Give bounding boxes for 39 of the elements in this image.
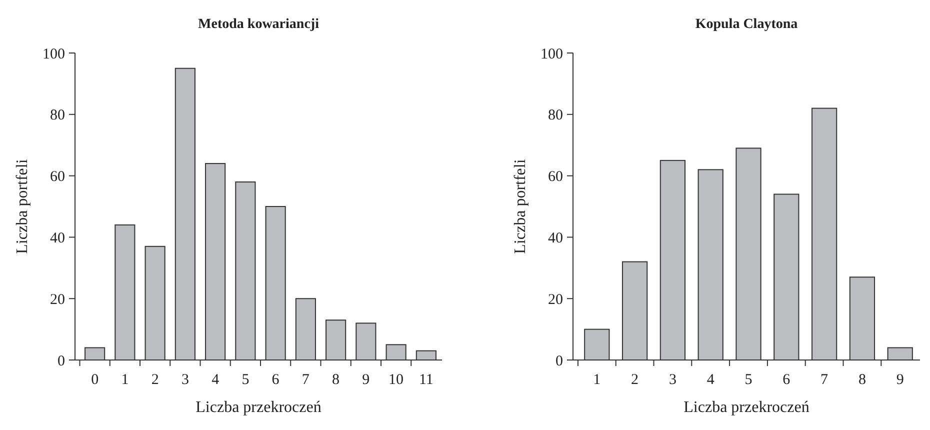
x-tick-label: 1 <box>121 372 129 388</box>
y-tick-label: 40 <box>548 230 563 246</box>
x-tick-label: 11 <box>418 372 434 388</box>
y-tick-label: 20 <box>50 292 65 308</box>
x-tick-label: 6 <box>782 372 791 388</box>
x-tick-label: 8 <box>332 372 340 388</box>
y-tick-label: 60 <box>50 169 65 186</box>
x-tick-label: 9 <box>362 372 370 388</box>
x-tick-label: 3 <box>181 372 189 388</box>
x-tick-label: 2 <box>631 372 639 388</box>
y-tick-label: 0 <box>556 353 563 370</box>
x-axis-title: Liczba przekroczeń <box>684 399 810 416</box>
chart-title: Metoda kowariancji <box>198 17 320 32</box>
y-tick-label: 60 <box>548 169 563 186</box>
x-tick-label: 4 <box>212 372 220 388</box>
x-tick-label: 8 <box>858 372 866 388</box>
x-tick-label: 5 <box>242 372 250 388</box>
x-tick-label: 1 <box>593 372 601 388</box>
x-tick-label: 4 <box>706 372 715 388</box>
x-tick-label: 3 <box>668 372 676 388</box>
x-tick-label: 7 <box>302 372 310 388</box>
x-tick-label: 0 <box>91 372 99 388</box>
x-tick-label: 6 <box>272 372 280 388</box>
x-tick-label: 10 <box>388 372 404 388</box>
y-tick-label: 100 <box>42 46 65 62</box>
y-tick-label: 40 <box>50 230 65 246</box>
x-axis-title: Liczba przekroczeń <box>196 399 322 416</box>
y-tick-label: 20 <box>548 292 563 308</box>
x-tick-label: 7 <box>820 372 829 388</box>
x-tick-label: 2 <box>151 372 159 388</box>
y-tick-label: 80 <box>50 108 65 124</box>
y-axis-title: Liczba portfeli <box>512 158 529 254</box>
chart-title: Kopula Claytona <box>695 17 798 32</box>
x-tick-label: 9 <box>896 372 904 388</box>
y-tick-label: 0 <box>58 353 65 370</box>
y-axis-title: Liczba portfeli <box>14 158 31 254</box>
x-tick-label: 5 <box>744 372 752 388</box>
y-tick-label: 100 <box>540 46 563 62</box>
y-tick-label: 80 <box>548 108 563 124</box>
